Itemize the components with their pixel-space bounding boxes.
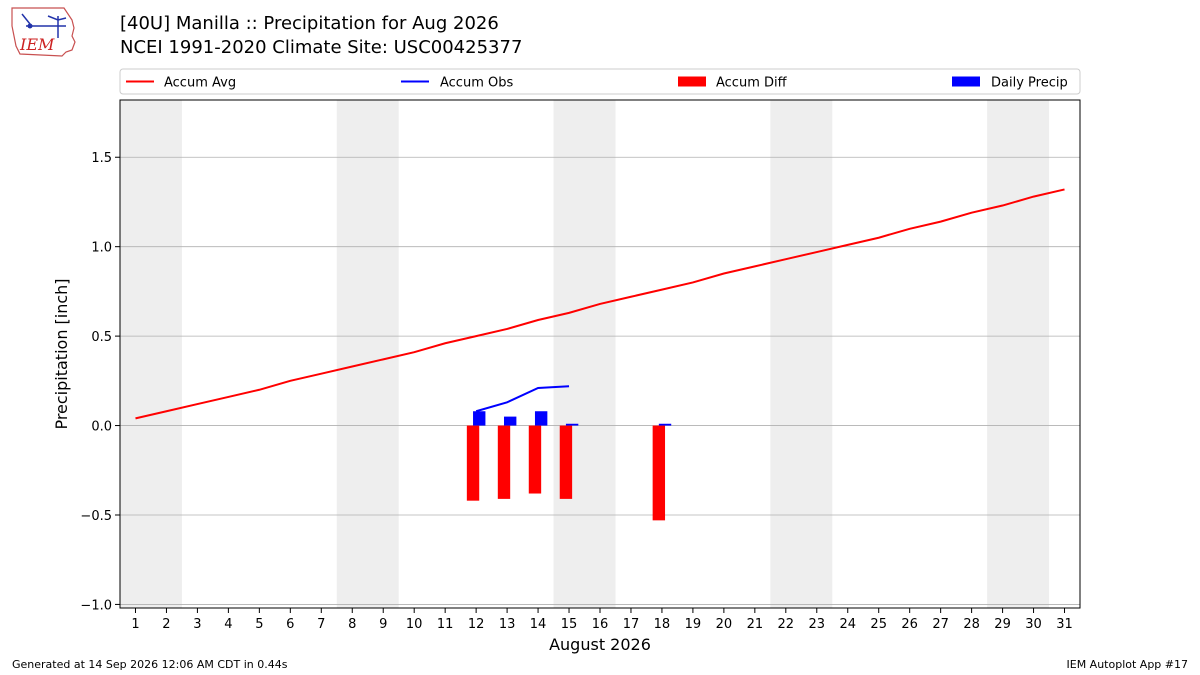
weekend-band [553, 100, 616, 608]
x-tick-label: 25 [870, 617, 887, 632]
daily-precip-bar [565, 423, 579, 426]
y-gridlines [120, 156, 1080, 605]
axes: −1.0−0.50.00.51.01.51 2 3 4 5 6 7 8 9 10 11 12 13 14 1… [80, 151, 1072, 632]
chart-subtitle: NCEI 1991-2020 Climate Site: USC00425377 [120, 37, 523, 58]
x-tick-label: 8 [348, 617, 356, 632]
x-tick-label: 6 [286, 617, 294, 632]
x-tick-label: 28 [963, 617, 980, 632]
daily-precip-bar [658, 423, 672, 426]
weekend-band [336, 100, 399, 608]
x-tick-label: 24 [839, 617, 856, 632]
bars [466, 411, 672, 521]
x-tick-label: 21 [747, 617, 764, 632]
legend-accum-diff-label: Accum Diff [716, 76, 788, 91]
x-tick-label: 7 [317, 617, 325, 632]
generated-timestamp: Generated at 14 Sep 2026 12:06 AM CDT in… [12, 658, 288, 671]
x-tick-label: 23 [809, 617, 826, 632]
x-tick-label: 11 [437, 617, 454, 632]
x-axis-label: August 2026 [549, 635, 651, 654]
logo-text: IEM [19, 35, 55, 54]
x-tick-label: 12 [468, 617, 485, 632]
x-tick-label: 4 [224, 617, 232, 632]
x-tick-label: 3 [193, 617, 201, 632]
accum-diff-bar [528, 425, 542, 494]
legend-accum-diff-swatch [678, 76, 706, 87]
x-tick-label: 15 [561, 617, 578, 632]
legend: Accum Avg Accum Obs Accum Diff Daily Precip [119, 68, 1081, 95]
weekend-band [120, 100, 182, 608]
legend-daily-precip-label: Daily Precip [991, 76, 1068, 91]
legend-accum-avg-label: Accum Avg [164, 76, 236, 91]
weekend-band [987, 100, 1050, 608]
daily-precip-bar [473, 411, 486, 426]
y-tick-label: −0.5 [80, 509, 112, 524]
x-tick-label: 13 [499, 617, 516, 632]
y-tick-label: 0.5 [91, 330, 112, 345]
legend-daily-precip-swatch [952, 76, 980, 87]
accum-diff-bar [559, 425, 573, 499]
legend-accum-obs-label: Accum Obs [440, 76, 513, 91]
y-tick-label: 1.0 [91, 241, 112, 256]
y-tick-label: 0.0 [91, 420, 112, 435]
accum-diff-bar [466, 425, 480, 501]
x-tick-label: 26 [901, 617, 918, 632]
x-tick-label: 20 [716, 617, 733, 632]
x-tick-label: 18 [654, 617, 671, 632]
chart-title: [40U] Manilla :: Precipitation for Aug 2… [120, 13, 499, 34]
weekend-shading [120, 100, 1050, 608]
x-tick-label: 22 [778, 617, 795, 632]
x-tick-label: 2 [162, 617, 170, 632]
y-tick-label: −1.0 [80, 598, 112, 613]
app-credit: IEM Autoplot App #17 [1066, 658, 1189, 671]
x-tick-label: 17 [623, 617, 640, 632]
accum-diff-bar [652, 425, 666, 521]
x-tick-label: 31 [1056, 617, 1073, 632]
x-tick-label: 19 [685, 617, 702, 632]
daily-precip-bar [504, 416, 517, 426]
x-tick-label: 9 [379, 617, 387, 632]
lines [135, 188, 1065, 420]
y-axis-label: Precipitation [inch] [52, 278, 71, 429]
legend-box [119, 68, 1081, 95]
y-tick-label: 1.5 [91, 151, 112, 166]
x-tick-label: 30 [1025, 617, 1042, 632]
x-tick-label: 1 [131, 617, 139, 632]
x-tick-label: 29 [994, 617, 1011, 632]
x-tick-label: 16 [592, 617, 609, 632]
daily-precip-bar [534, 411, 548, 426]
x-tick-label: 14 [530, 617, 547, 632]
weekend-band [770, 100, 833, 608]
accum-obs-line [475, 385, 570, 413]
x-tick-label: 27 [932, 617, 949, 632]
x-tick-label: 5 [255, 617, 263, 632]
x-tick-label: 10 [406, 617, 423, 632]
iem-logo: IEM [11, 7, 76, 57]
accum-avg-line [135, 188, 1065, 420]
accum-diff-bar [497, 425, 511, 499]
